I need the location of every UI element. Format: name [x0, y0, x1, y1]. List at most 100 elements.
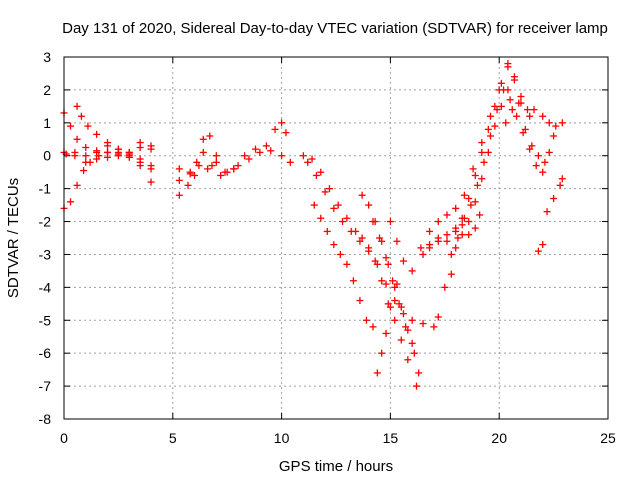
- data-point: [382, 254, 390, 262]
- data-point: [443, 237, 451, 245]
- data-point: [486, 112, 494, 120]
- y-tick-label: -7: [39, 378, 52, 394]
- data-point: [465, 195, 473, 203]
- data-point: [334, 201, 342, 209]
- data-point: [386, 303, 394, 311]
- data-point: [304, 158, 312, 166]
- data-point: [434, 313, 442, 321]
- y-tick-label: -4: [39, 279, 52, 295]
- data-point: [386, 218, 394, 226]
- data-point: [73, 181, 81, 189]
- data-point: [104, 142, 112, 150]
- data-point: [136, 155, 144, 163]
- data-point: [467, 201, 475, 209]
- data-point: [484, 148, 492, 156]
- data-point: [175, 165, 183, 173]
- data-point: [369, 218, 377, 226]
- data-point: [510, 73, 518, 81]
- data-point: [175, 176, 183, 184]
- data-point: [484, 125, 492, 133]
- data-point: [321, 188, 329, 196]
- data-point: [384, 260, 392, 268]
- y-axis-label: SDTVAR / TECUs: [5, 178, 22, 298]
- data-point: [556, 181, 564, 189]
- data-point: [534, 247, 542, 255]
- data-point: [217, 171, 225, 179]
- data-point: [458, 221, 466, 229]
- data-point: [282, 129, 290, 137]
- data-point: [310, 201, 318, 209]
- data-point: [147, 162, 155, 170]
- data-point: [362, 316, 370, 324]
- data-point: [493, 106, 501, 114]
- y-tick-label: -1: [39, 181, 52, 197]
- data-point: [417, 244, 425, 252]
- grid-lines: [64, 57, 608, 419]
- data-point: [452, 244, 460, 252]
- y-tick-label: 0: [43, 148, 51, 164]
- data-point: [212, 152, 220, 160]
- data-point: [67, 198, 75, 206]
- data-point: [504, 60, 512, 68]
- data-point: [343, 214, 351, 222]
- data-point: [476, 211, 484, 219]
- y-tick-label: 1: [43, 115, 51, 131]
- data-point: [430, 323, 438, 331]
- data-point: [378, 349, 386, 357]
- data-point: [356, 237, 364, 245]
- data-point: [478, 139, 486, 147]
- data-point: [539, 112, 547, 120]
- data-point: [541, 158, 549, 166]
- data-point: [212, 158, 220, 166]
- data-point: [114, 150, 122, 158]
- data-point: [515, 99, 523, 107]
- data-point: [443, 211, 451, 219]
- data-point: [508, 106, 516, 114]
- data-point: [325, 185, 333, 193]
- data-point: [389, 277, 397, 285]
- data-point: [397, 336, 405, 344]
- y-tick-label: 2: [43, 82, 51, 98]
- data-point: [271, 125, 279, 133]
- data-point: [550, 195, 558, 203]
- data-points: [60, 60, 566, 390]
- data-point: [502, 119, 510, 127]
- y-tick-label: -8: [39, 411, 52, 427]
- data-point: [373, 369, 381, 377]
- data-point: [478, 175, 486, 183]
- data-point: [413, 382, 421, 390]
- data-point: [521, 125, 529, 133]
- data-point: [415, 369, 423, 377]
- data-point: [376, 234, 384, 242]
- data-point: [460, 191, 468, 199]
- data-point: [339, 218, 347, 226]
- data-point: [491, 122, 499, 130]
- data-point: [478, 148, 486, 156]
- data-point: [223, 168, 231, 176]
- data-point: [147, 178, 155, 186]
- data-point: [199, 148, 207, 156]
- chart-title: Day 131 of 2020, Sidereal Day-to-day VTE…: [62, 20, 608, 37]
- data-point: [136, 139, 144, 147]
- data-point: [447, 270, 455, 278]
- x-tick-label: 15: [383, 430, 399, 446]
- data-point: [82, 144, 90, 151]
- data-point: [278, 152, 286, 160]
- data-point: [373, 260, 381, 268]
- data-point: [408, 316, 416, 324]
- data-point: [230, 165, 238, 173]
- data-point: [454, 234, 462, 242]
- data-point: [365, 201, 373, 209]
- data-point: [426, 241, 434, 249]
- data-point: [473, 181, 481, 189]
- data-point: [419, 250, 427, 258]
- y-tick-label: -3: [39, 246, 52, 262]
- data-point: [517, 92, 525, 100]
- data-point: [545, 119, 553, 127]
- data-point: [347, 227, 355, 235]
- data-point: [317, 214, 325, 222]
- data-point: [382, 329, 390, 337]
- data-point: [186, 170, 194, 178]
- data-point: [393, 237, 401, 245]
